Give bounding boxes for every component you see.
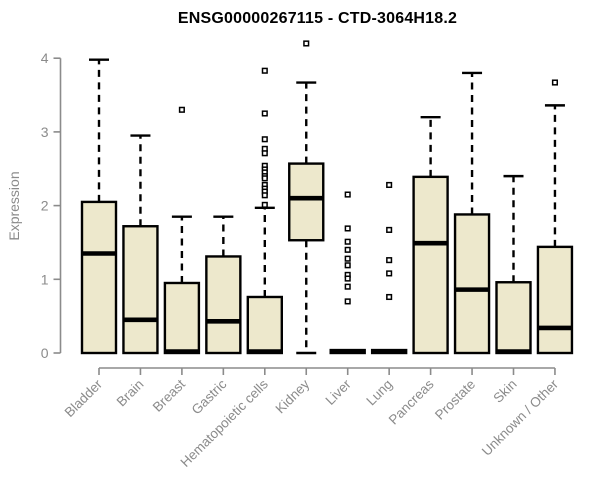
box-prostate xyxy=(453,213,491,355)
outlier-point xyxy=(344,246,351,253)
outlier-point xyxy=(261,175,268,182)
outlier-point xyxy=(386,181,393,189)
box-bladder xyxy=(80,200,118,355)
outlier-point xyxy=(344,262,351,269)
box-breast xyxy=(163,281,201,355)
outlier-point xyxy=(344,298,351,305)
x-category-label: Lung xyxy=(363,377,395,409)
x-category-label: Prostate xyxy=(432,377,478,423)
outlier-point xyxy=(344,283,351,290)
outlier-point xyxy=(386,226,393,233)
box-kidney xyxy=(288,162,325,242)
outlier-point xyxy=(261,67,268,74)
outlier-point xyxy=(344,191,351,198)
y-tick-label: 0 xyxy=(41,345,49,361)
outlier-point xyxy=(344,238,351,245)
x-category-label: Breast xyxy=(150,376,188,414)
outlier-point xyxy=(261,110,268,117)
outlier-point xyxy=(261,136,268,143)
x-category-label: Unknown / Other xyxy=(479,376,562,459)
box-pancreas xyxy=(412,175,449,355)
x-category-label: Brain xyxy=(114,377,147,410)
outlier-point xyxy=(303,40,310,47)
outlier-point xyxy=(178,106,185,113)
outlier-point xyxy=(344,255,351,262)
outlier-point xyxy=(386,257,393,264)
x-category-label: Pancreas xyxy=(386,376,437,427)
box-gastric xyxy=(205,255,242,355)
outlier-point xyxy=(551,79,559,86)
y-tick-label: 3 xyxy=(41,124,49,140)
x-category-label: Gastric xyxy=(189,376,230,417)
outlier-point xyxy=(344,275,351,282)
x-category-label: Skin xyxy=(490,377,519,406)
x-category-label: Kidney xyxy=(273,376,313,416)
x-category-label: Liver xyxy=(323,376,355,408)
y-tick-label: 4 xyxy=(41,50,49,66)
box-unknown-other xyxy=(536,245,574,355)
box-brain xyxy=(122,225,159,355)
outlier-point xyxy=(386,270,393,277)
y-tick-label: 1 xyxy=(41,271,49,287)
outlier-point xyxy=(261,192,268,199)
box-skin xyxy=(495,281,532,355)
x-category-label: Bladder xyxy=(62,376,106,420)
outlier-point xyxy=(344,225,351,232)
chart-title: ENSG00000267115 - CTD-3064H18.2 xyxy=(177,10,458,27)
outlier-point xyxy=(261,150,268,157)
outlier-point xyxy=(386,293,393,301)
outlier-point xyxy=(261,201,268,208)
box-hematopoietic-cells xyxy=(246,295,284,355)
y-tick-label: 2 xyxy=(41,198,49,214)
